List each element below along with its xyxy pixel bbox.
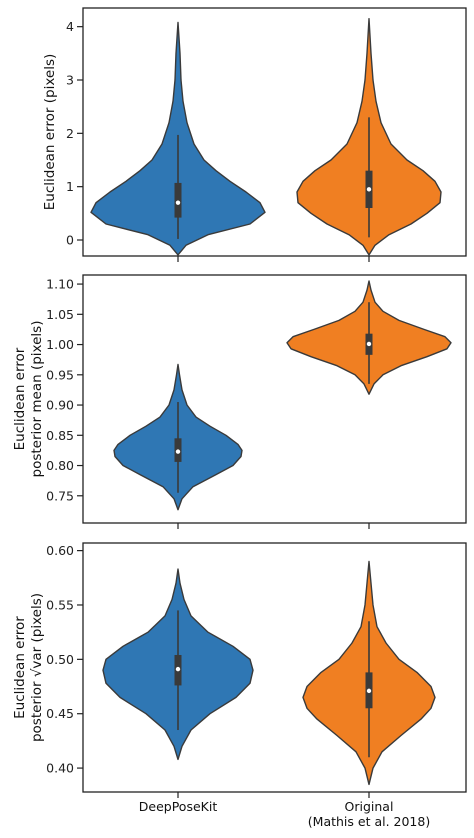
y-tick-label: 2 xyxy=(66,126,74,141)
axes-frame xyxy=(82,274,467,524)
median-marker xyxy=(175,666,181,672)
y-tick-label: 0.60 xyxy=(46,543,74,558)
y-tick-label: 1.00 xyxy=(46,337,74,352)
y-axis-label: posterior √var (pixels) xyxy=(29,593,45,742)
y-axis-label: Euclidean error xyxy=(12,347,28,450)
y-axis-label: posterior mean (pixels) xyxy=(29,321,45,478)
median-marker xyxy=(366,688,372,694)
y-tick-label: 0 xyxy=(66,233,74,248)
iqr-box xyxy=(174,182,182,218)
y-axis-label: Euclidean error (pixels) xyxy=(42,54,58,211)
y-tick-label: 1.05 xyxy=(46,307,74,322)
median-marker xyxy=(175,449,181,454)
y-tick-label: 1 xyxy=(66,179,74,194)
axes-frame xyxy=(82,7,467,257)
y-tick-label: 0.85 xyxy=(46,428,74,443)
y-tick-label: 4 xyxy=(66,19,74,34)
y-tick-label: 1.10 xyxy=(46,277,74,292)
y-tick-label: 0.40 xyxy=(46,761,74,776)
x-category-label: (Mathis et al. 2018) xyxy=(308,814,430,829)
x-category-label: Original xyxy=(345,799,394,814)
y-tick-label: 0.50 xyxy=(46,652,74,667)
y-tick-label: 0.55 xyxy=(46,597,74,612)
panel-1: 0 1 2 3 4 Euclidean error (pixels) xyxy=(42,7,467,262)
y-axis-label: Euclidean error xyxy=(12,616,28,719)
y-tick-label: 3 xyxy=(66,73,74,88)
x-category-label: DeepPoseKit xyxy=(139,799,218,814)
y-tick-label: 0.80 xyxy=(46,458,74,473)
panel-3: 0.40 0.45 0.50 0.55 0.60 Euclidean error poste… xyxy=(12,542,467,798)
y-tick-label: 0.45 xyxy=(46,706,74,721)
median-marker xyxy=(175,200,181,205)
y-tick-label: 0.95 xyxy=(46,367,74,382)
median-marker xyxy=(366,187,372,192)
y-tick-label: 0.75 xyxy=(46,488,74,503)
axes-frame xyxy=(82,542,467,793)
y-tick-label: 0.90 xyxy=(46,398,74,413)
panel-2: 0.75 0.80 0.85 0.90 0.95 1.00 1.05 1.10 Euclidea… xyxy=(12,274,467,529)
median-marker xyxy=(366,341,372,347)
